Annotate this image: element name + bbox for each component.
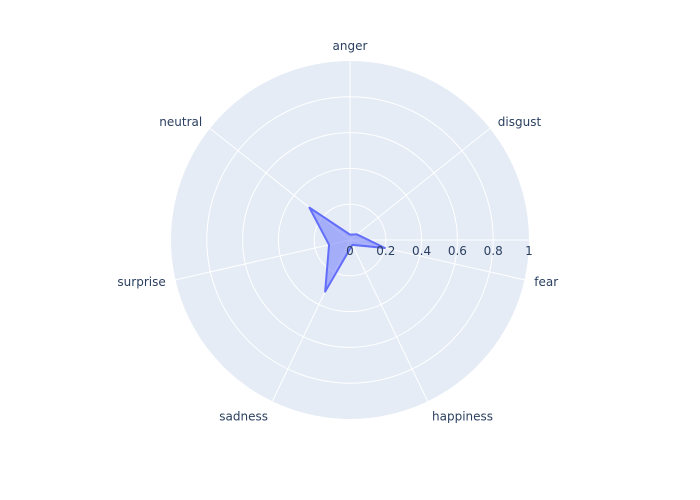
radial-tick-label: 0.4 [412, 244, 431, 258]
data-area [308, 206, 386, 293]
category-label: anger [333, 39, 368, 53]
category-label: happiness [432, 409, 493, 423]
category-label: fear [534, 275, 558, 289]
radial-tick-label: 0 [346, 244, 354, 258]
category-label: disgust [498, 115, 542, 129]
category-label: sadness [219, 409, 268, 423]
category-label: surprise [117, 275, 165, 289]
angular-gridline [349, 239, 429, 402]
radial-tick-label: 0.6 [448, 244, 467, 258]
angular-gridline [349, 128, 491, 241]
category-label: neutral [159, 115, 202, 129]
angular-gridline [175, 239, 351, 281]
radial-tick-label: 1 [525, 244, 533, 258]
radial-tick-label: 0.8 [484, 244, 503, 258]
radial-tick-label: 0.2 [376, 244, 395, 258]
